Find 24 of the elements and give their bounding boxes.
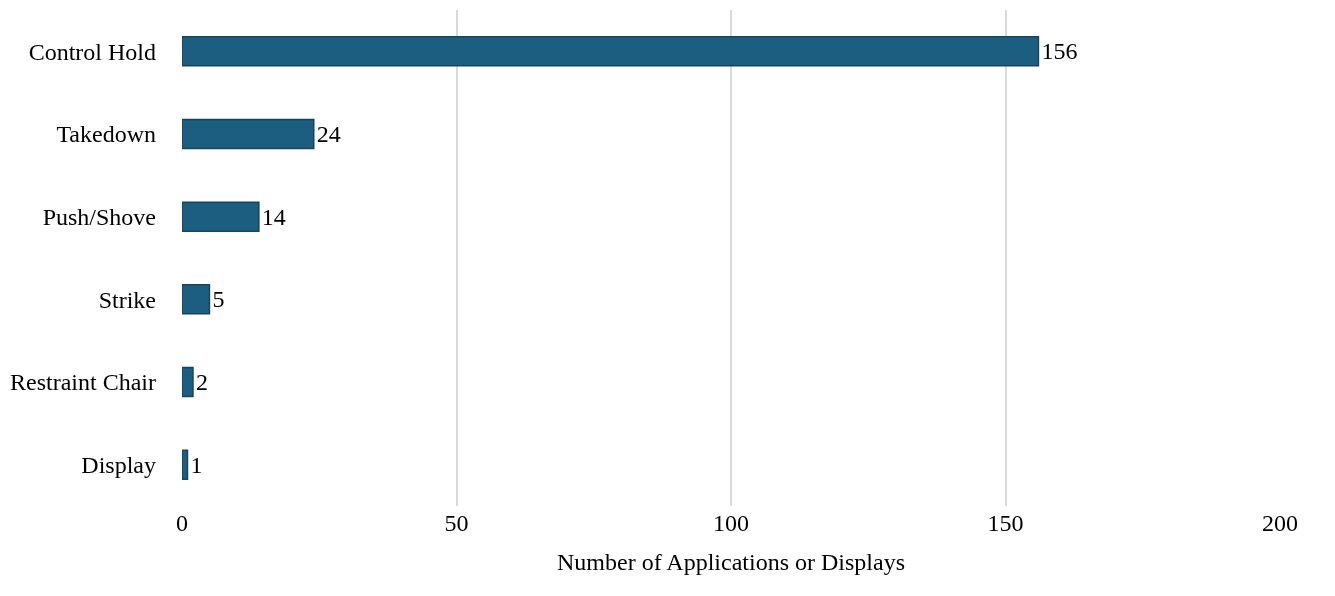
y-tick-label: Display [81, 452, 156, 479]
bar [182, 449, 189, 480]
x-tick-label: 150 [987, 510, 1024, 536]
data-label: 14 [261, 203, 286, 230]
bar [182, 36, 1040, 67]
data-label: 24 [316, 121, 341, 147]
data-label: 156 [1041, 38, 1078, 65]
data-label: 1 [190, 451, 203, 478]
x-tick-label: 100 [713, 510, 749, 536]
data-label: 5 [212, 286, 225, 313]
bar [182, 201, 260, 232]
x-tick-label: 0 [176, 510, 188, 536]
y-tick-label: Restraint Chair [10, 369, 157, 396]
y-tick-label: Strike [98, 286, 156, 313]
y-tick-label: Push/Shove [42, 204, 156, 231]
bar [182, 118, 315, 150]
x-tick-label: 200 [1262, 510, 1298, 536]
y-tick-label: Takedown [56, 121, 156, 148]
x-axis-title: Number of Applications or Displays [557, 549, 905, 576]
y-tick-label: Control Hold [28, 38, 156, 65]
x-tick-label: 50 [444, 510, 469, 536]
data-label: 2 [195, 369, 208, 395]
bar [182, 366, 194, 398]
bar [182, 284, 211, 315]
